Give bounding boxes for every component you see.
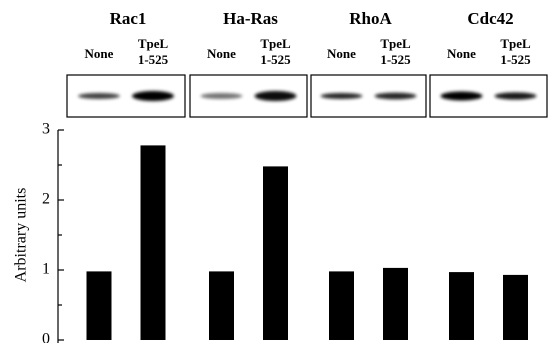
group-label: Cdc42 (467, 9, 513, 28)
series-label: None (447, 46, 476, 61)
series-label: None (327, 46, 356, 61)
blot-band (375, 93, 417, 100)
bar (209, 271, 234, 340)
blot-band (255, 91, 297, 101)
bar (503, 275, 528, 340)
bar (383, 268, 408, 340)
y-tick-label: 1 (42, 261, 50, 278)
blot-band (441, 92, 483, 101)
y-axis-label: Arbitrary units (13, 188, 30, 283)
bar (329, 271, 354, 340)
blot-band (201, 93, 243, 99)
blot-band (321, 93, 363, 99)
group-label: Ha-Ras (223, 9, 278, 28)
y-tick-label: 2 (42, 191, 50, 208)
blot-band (495, 92, 537, 99)
group-label: Rac1 (110, 9, 147, 28)
bar (141, 145, 166, 340)
western-blots (67, 75, 547, 117)
blot-band (78, 93, 120, 99)
group-label: RhoA (349, 9, 392, 28)
series-label: None (85, 46, 114, 61)
blot-band (132, 91, 174, 101)
y-tick-label: 3 (42, 121, 50, 138)
series-label: None (207, 46, 236, 61)
bar (87, 271, 112, 340)
y-tick-label: 0 (42, 331, 50, 343)
figure: Arbitrary units 0 1 2 3 Rac1 None TpeL1-525 Ha-… (0, 0, 557, 343)
bar (449, 272, 474, 340)
bar (263, 166, 288, 340)
